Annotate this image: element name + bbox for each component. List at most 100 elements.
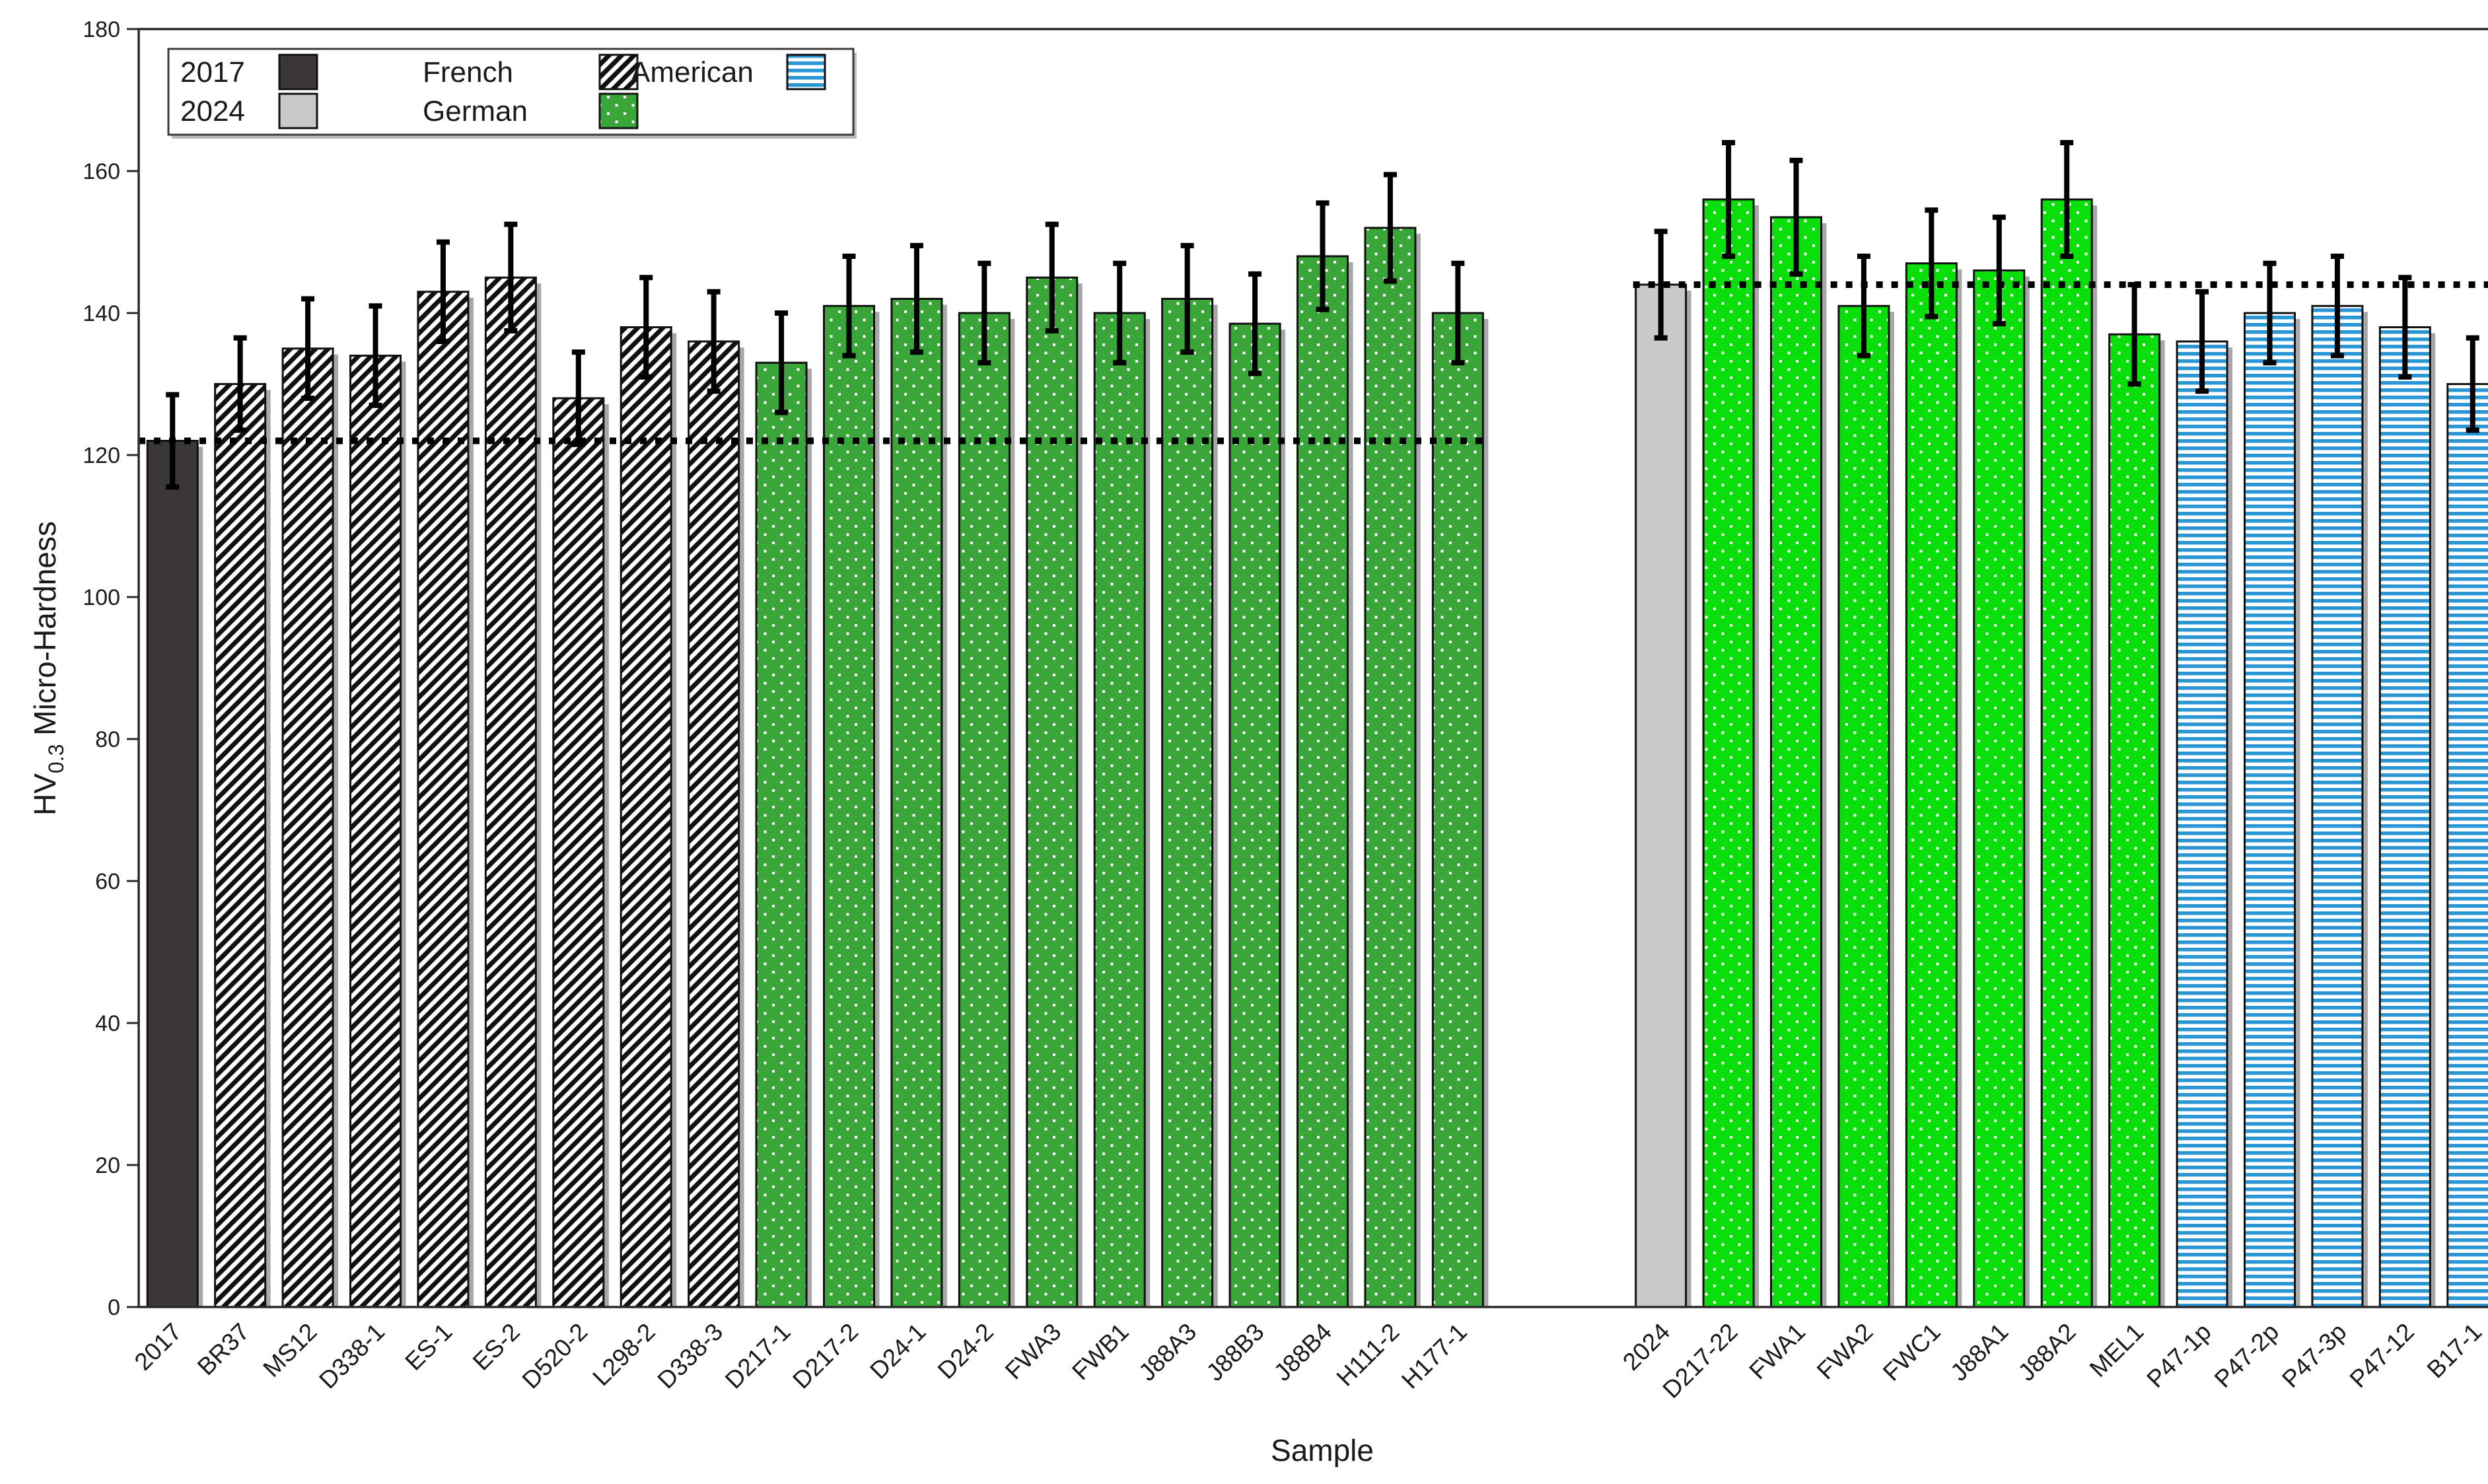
x-label-J88A1: J88A1: [1945, 1318, 2013, 1386]
bar-J88B3: [1228, 322, 1281, 1308]
x-label-P47-3p: P47-3p: [2277, 1318, 2351, 1393]
bar-J88A1: [1973, 269, 2026, 1308]
bar-J88A3: [1161, 298, 1214, 1308]
bar-MS12: [281, 347, 334, 1308]
bar-2017: [146, 440, 199, 1308]
error-bar-J88A2: [2060, 140, 2074, 259]
x-label-D520-2: D520-2: [517, 1318, 593, 1394]
bar-FWB1: [1093, 312, 1146, 1308]
y-axis-title-subscript: 0.3: [44, 744, 68, 773]
legend-swatch-American: [786, 53, 826, 90]
x-label-J88B3: J88B3: [1201, 1318, 1269, 1386]
x-label-BR37: BR37: [192, 1318, 254, 1380]
x-axis-title: Sample: [1271, 1433, 1374, 1467]
x-label-D217-2: D217-2: [787, 1318, 863, 1394]
error-bar-B17-1: [2466, 335, 2479, 433]
legend-label-French: French: [423, 56, 513, 88]
legend-swatch-German: [598, 92, 639, 129]
y-tick-label-60: 60: [95, 869, 120, 894]
x-label-MS12: MS12: [258, 1318, 322, 1382]
y-tick-label-160: 160: [83, 159, 120, 184]
x-label-MEL1: MEL1: [2084, 1318, 2149, 1382]
bar-D217-1: [755, 361, 808, 1308]
bar-2024: [1635, 283, 1688, 1308]
x-label-J88B4: J88B4: [1269, 1318, 1337, 1386]
y-tick-label-100: 100: [83, 585, 120, 610]
x-label-P47-12: P47-12: [2345, 1318, 2419, 1393]
y-tick-label-40: 40: [95, 1011, 120, 1036]
plot-border: [137, 28, 2488, 1308]
error-bar-H177-1: [1451, 260, 1465, 366]
legend-label-German: German: [423, 95, 528, 127]
error-bar-FWA2: [1857, 254, 1870, 359]
legend: 2017 French American 2024 German: [167, 48, 857, 139]
x-label-D217-22: D217-22: [1657, 1318, 1742, 1403]
x-label-J88A3: J88A3: [1133, 1318, 1201, 1386]
bar-ES-2: [484, 276, 537, 1308]
bar-H111-2: [1364, 227, 1417, 1308]
bar-BR37: [214, 383, 267, 1308]
error-bar-FWA1: [1789, 157, 1803, 277]
y-axis-title-suffix: Micro-Hardness: [28, 521, 62, 744]
error-bar-FWA3: [1045, 221, 1059, 334]
error-bar-J88A3: [1180, 242, 1194, 355]
error-bar-FWB1: [1113, 260, 1127, 366]
error-bar-MS12: [301, 296, 315, 401]
y-tick-label-0: 0: [108, 1295, 120, 1320]
x-label-ES-1: ES-1: [400, 1318, 457, 1376]
bar-P47-1p: [2176, 340, 2228, 1308]
x-label-D217-1: D217-1: [720, 1318, 796, 1394]
bar-J88A2: [2040, 198, 2093, 1308]
bar-D520-2: [552, 397, 605, 1308]
bar-D24-1: [890, 298, 943, 1308]
error-bar-BR37: [233, 335, 247, 433]
y-axis-title-prefix: HV: [28, 773, 62, 816]
error-bar-D338-1: [369, 303, 382, 408]
bar-FWA3: [1026, 276, 1079, 1308]
x-label-D24-2: D24-2: [933, 1318, 999, 1384]
x-label-H111-2: H111-2: [1332, 1318, 1405, 1392]
error-bar-J88A1: [1992, 214, 2006, 327]
error-bar-J88B4: [1316, 200, 1330, 312]
axes-group: 0 20 40 60 80 100 120 140 160 180: [83, 17, 2488, 1320]
bar-ES-1: [417, 291, 470, 1308]
error-bar-J88B3: [1248, 271, 1262, 376]
bar-P47-3p: [2311, 304, 2364, 1308]
bar-D217-2: [823, 304, 875, 1308]
error-bar-ES-2: [504, 221, 518, 334]
error-bar-P47-1p: [2195, 289, 2209, 394]
y-tick-label-20: 20: [95, 1153, 120, 1178]
bar-FWC1: [1905, 262, 1958, 1308]
legend-label-American: American: [631, 56, 754, 88]
y-tick-label-140: 140: [83, 301, 120, 326]
y-tick-label-120: 120: [83, 443, 120, 468]
error-bar-D24-2: [977, 260, 991, 366]
bar-D217-22: [1702, 198, 1755, 1308]
error-bar-D217-1: [775, 310, 789, 415]
x-label-J88A2: J88A2: [2013, 1318, 2081, 1386]
y-tick-label-80: 80: [95, 727, 120, 752]
bar-J88B4: [1297, 255, 1349, 1308]
legend-swatch-2017: [278, 53, 318, 90]
error-bar-P47-12: [2398, 275, 2412, 380]
x-label-H177-1: H177-1: [1396, 1318, 1472, 1394]
error-bar-D217-2: [842, 254, 856, 359]
legend-label-2024: 2024: [180, 95, 245, 127]
x-label-D24-1: D24-1: [865, 1318, 931, 1384]
x-label-P47-2p: P47-2p: [2209, 1318, 2284, 1393]
x-label-2024: 2024: [1617, 1318, 1675, 1376]
bar-D338-3: [688, 340, 740, 1308]
x-label-FWA1: FWA1: [1744, 1318, 1810, 1385]
legend-swatch-French: [598, 53, 639, 90]
x-label-FWA2: FWA2: [1812, 1318, 1878, 1385]
bar-B17-1: [2446, 383, 2488, 1308]
reference-lines-group: [139, 281, 2488, 444]
x-label-FWA3: FWA3: [1000, 1318, 1067, 1385]
error-bar-P47-2p: [2263, 260, 2277, 366]
error-bar-D217-22: [1722, 140, 1736, 259]
hardness-bar-chart-figure: 0 20 40 60 80 100 120 140 160 180 2017 BR37 MS12 D33…: [26, 11, 2488, 1473]
x-label-FWC1: FWC1: [1878, 1318, 1946, 1386]
x-label-2017: 2017: [129, 1318, 187, 1376]
bar-MEL1: [2108, 333, 2161, 1308]
error-bar-ES-1: [436, 239, 450, 344]
